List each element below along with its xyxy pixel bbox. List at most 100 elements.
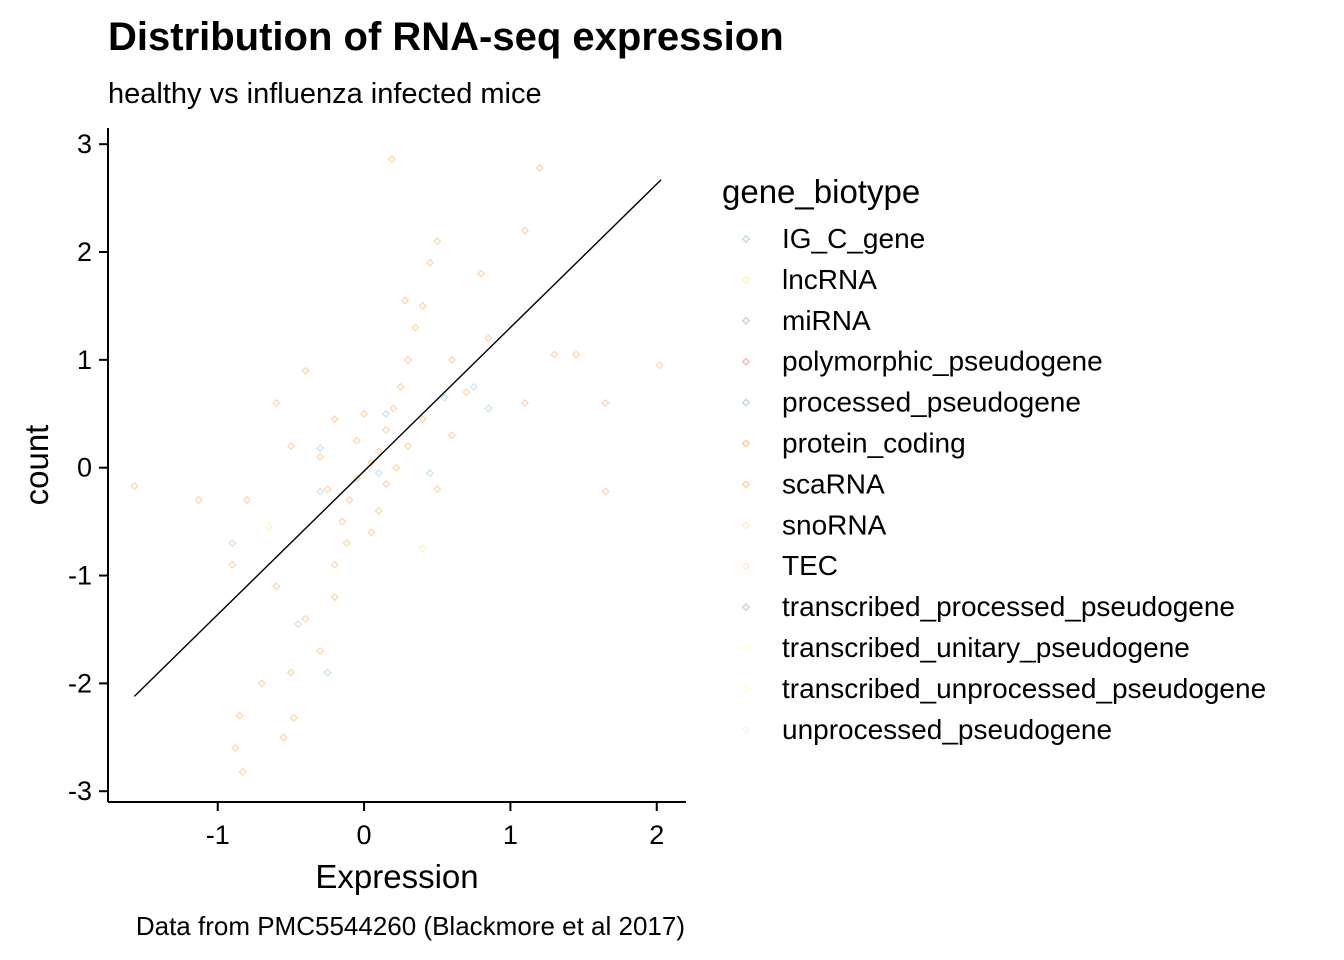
data-point xyxy=(433,485,442,494)
data-point xyxy=(484,404,493,413)
legend-label: unprocessed_pseudogene xyxy=(782,714,1112,745)
data-point xyxy=(279,733,288,742)
data-point xyxy=(323,485,332,494)
legend-label: transcribed_unprocessed_pseudogene xyxy=(782,673,1266,704)
data-point xyxy=(301,614,310,623)
data-point xyxy=(418,415,427,424)
data-point xyxy=(381,409,391,418)
legend-label: transcribed_processed_pseudogene xyxy=(782,591,1235,622)
legend-label: snoRNA xyxy=(782,509,887,540)
legend-key xyxy=(741,275,751,285)
legend-label: IG_C_gene xyxy=(782,223,925,254)
data-point xyxy=(381,425,391,435)
data-point xyxy=(352,474,361,483)
data-point xyxy=(330,560,339,569)
x-tick-label: 1 xyxy=(503,820,518,850)
legend-item: snoRNA xyxy=(741,509,887,540)
data-point xyxy=(520,226,530,235)
data-point xyxy=(387,155,396,164)
x-ticks: -1 0 1 2 xyxy=(206,802,664,850)
data-point xyxy=(447,431,456,440)
legend-items: IG_C_gene lncRNA miRNA polymorphic_pseudoge… xyxy=(741,223,1266,745)
data-point xyxy=(392,463,401,472)
trend-layer xyxy=(133,179,662,697)
legend-key xyxy=(741,234,751,244)
legend: gene_biotype IG_C_gene lncRNA miRNA polymor… xyxy=(722,173,1266,745)
data-point xyxy=(425,469,434,478)
data-point xyxy=(316,646,325,656)
y-tick-label: -1 xyxy=(68,561,92,591)
trend-line xyxy=(133,179,662,697)
legend-item: unprocessed_pseudogene xyxy=(741,714,1112,745)
data-point xyxy=(242,495,252,505)
data-point xyxy=(289,713,298,722)
data-point xyxy=(381,479,391,488)
data-point xyxy=(477,269,486,278)
y-tick-label: 2 xyxy=(77,237,92,267)
legend-label: polymorphic_pseudogene xyxy=(782,346,1103,377)
legend-label: lncRNA xyxy=(782,264,877,295)
data-point xyxy=(194,495,203,505)
y-tick-label: -3 xyxy=(68,776,92,806)
data-point xyxy=(272,398,281,408)
y-axis-label: count xyxy=(18,425,55,506)
plot-area xyxy=(130,155,664,776)
data-point xyxy=(316,452,325,461)
legend-item: TEC xyxy=(741,550,838,581)
data-point xyxy=(655,361,664,370)
legend-item: transcribed_unitary_pseudogene xyxy=(741,632,1190,663)
data-point xyxy=(130,481,139,491)
data-point xyxy=(400,296,410,305)
data-point xyxy=(316,487,325,496)
data-point xyxy=(286,668,295,677)
x-tick-label: -1 xyxy=(206,820,230,850)
data-point xyxy=(601,487,610,496)
data-point xyxy=(228,539,237,548)
data-point xyxy=(235,711,244,720)
data-point xyxy=(411,323,420,332)
data-point xyxy=(374,469,383,478)
data-point xyxy=(264,522,274,532)
data-point xyxy=(316,444,325,453)
data-point xyxy=(374,506,383,515)
data-point xyxy=(345,495,354,505)
chart-subtitle: healthy vs influenza infected mice xyxy=(108,78,542,110)
legend-item: scaRNA xyxy=(741,468,885,499)
y-tick-label: -2 xyxy=(68,668,92,698)
legend-label: protein_coding xyxy=(782,428,966,459)
legend-label: transcribed_unitary_pseudogene xyxy=(782,632,1190,663)
legend-key xyxy=(741,725,751,734)
data-point xyxy=(231,744,240,753)
data-point xyxy=(469,382,478,391)
data-point xyxy=(550,350,559,359)
legend-key xyxy=(741,398,751,407)
data-point xyxy=(389,404,398,413)
legend-key xyxy=(741,684,751,694)
legend-item: lncRNA xyxy=(741,264,877,295)
legend-key xyxy=(741,480,751,489)
x-tick-label: 2 xyxy=(649,820,664,850)
y-tick-label: 1 xyxy=(77,345,92,375)
x-tick-label: 0 xyxy=(357,820,372,850)
data-point xyxy=(403,442,413,451)
legend-key xyxy=(741,357,751,366)
legend-key xyxy=(741,643,751,653)
x-axis-label: Expression xyxy=(315,858,478,895)
data-point xyxy=(403,355,413,364)
legend-item: transcribed_unprocessed_pseudogene xyxy=(741,673,1266,704)
data-point xyxy=(330,593,339,602)
data-point xyxy=(520,398,530,408)
data-point xyxy=(418,301,427,310)
data-point xyxy=(440,393,449,402)
data-point xyxy=(433,237,442,246)
data-point xyxy=(228,560,237,569)
data-point xyxy=(294,620,303,629)
chart-caption: Data from PMC5544260 (Blackmore et al 20… xyxy=(136,911,685,941)
legend-item: miRNA xyxy=(741,305,871,336)
legend-item: polymorphic_pseudogene xyxy=(741,346,1103,377)
data-point xyxy=(338,517,347,526)
legend-item: processed_pseudogene xyxy=(741,387,1081,418)
legend-label: miRNA xyxy=(782,305,871,336)
data-point xyxy=(484,334,493,343)
